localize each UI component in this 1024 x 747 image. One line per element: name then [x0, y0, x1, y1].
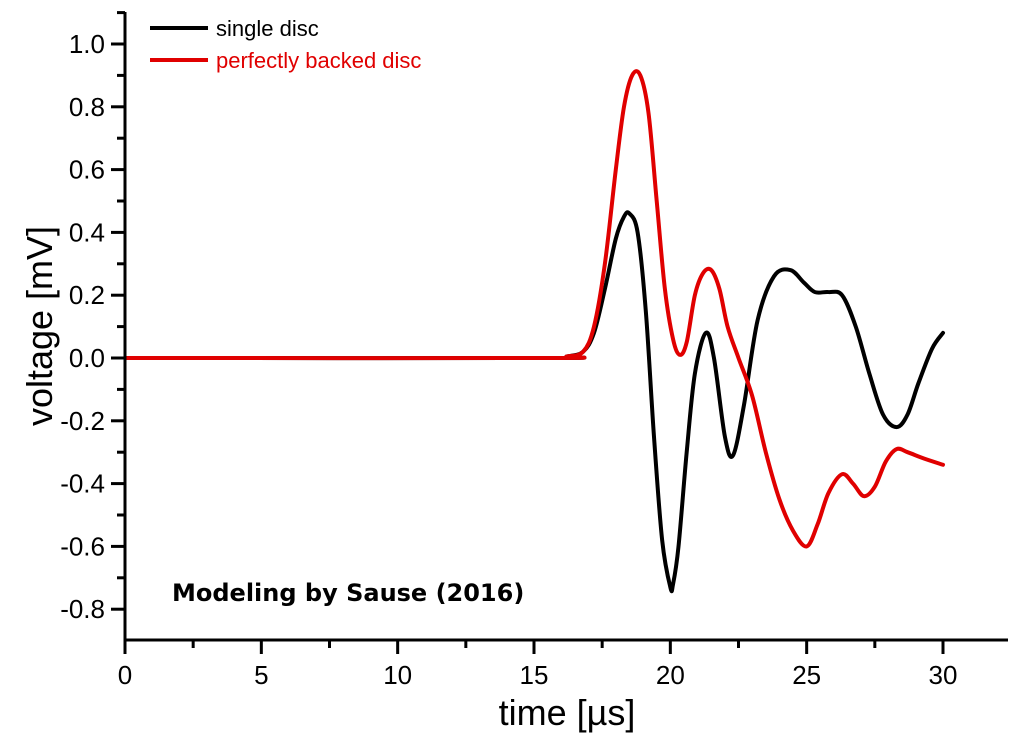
y-tick-label: 0.4 — [69, 217, 105, 247]
y-tick-label: 0.0 — [69, 343, 105, 373]
y-tick-label: -0.8 — [60, 594, 105, 624]
x-tick-label: 20 — [656, 660, 685, 690]
series-layer — [123, 69, 945, 594]
y-tick-label: -0.2 — [60, 406, 105, 436]
y-tick-label: 0.8 — [69, 92, 105, 122]
legend-label-perfectly-backed-disc: perfectly backed disc — [216, 48, 421, 73]
y-tick-label: -0.6 — [60, 531, 105, 561]
x-tick-label: 10 — [383, 660, 412, 690]
x-tick-label: 5 — [254, 660, 268, 690]
y-tick-label: 0.2 — [69, 280, 105, 310]
axes-layer — [123, 12, 1008, 642]
y-tick-label: 1.0 — [69, 29, 105, 59]
x-tick-label: 0 — [118, 660, 132, 690]
x-tick-label: 15 — [520, 660, 549, 690]
x-tick-label: 25 — [792, 660, 821, 690]
series-line-perfectly-backed-disc — [123, 69, 945, 549]
ticks-layer: 0 5 10 15 20 25 30 -0.8 -0.6 -0.4 -0.2 0.0 0.2 0.4 0.6… — [60, 11, 958, 690]
y-axis-title: voltage [mV] — [19, 226, 60, 426]
y-tick-label: -0.4 — [60, 469, 105, 499]
chart-annotation: Modeling by Sause (2016) — [172, 579, 524, 607]
series-line-single-disc — [123, 210, 945, 594]
x-axis-title: time [µs] — [499, 692, 636, 733]
x-tick-label: 30 — [929, 660, 958, 690]
legend-label-single-disc: single disc — [216, 16, 319, 41]
y-tick-label: 0.6 — [69, 155, 105, 185]
legend: single disc perfectly backed disc — [150, 16, 421, 73]
